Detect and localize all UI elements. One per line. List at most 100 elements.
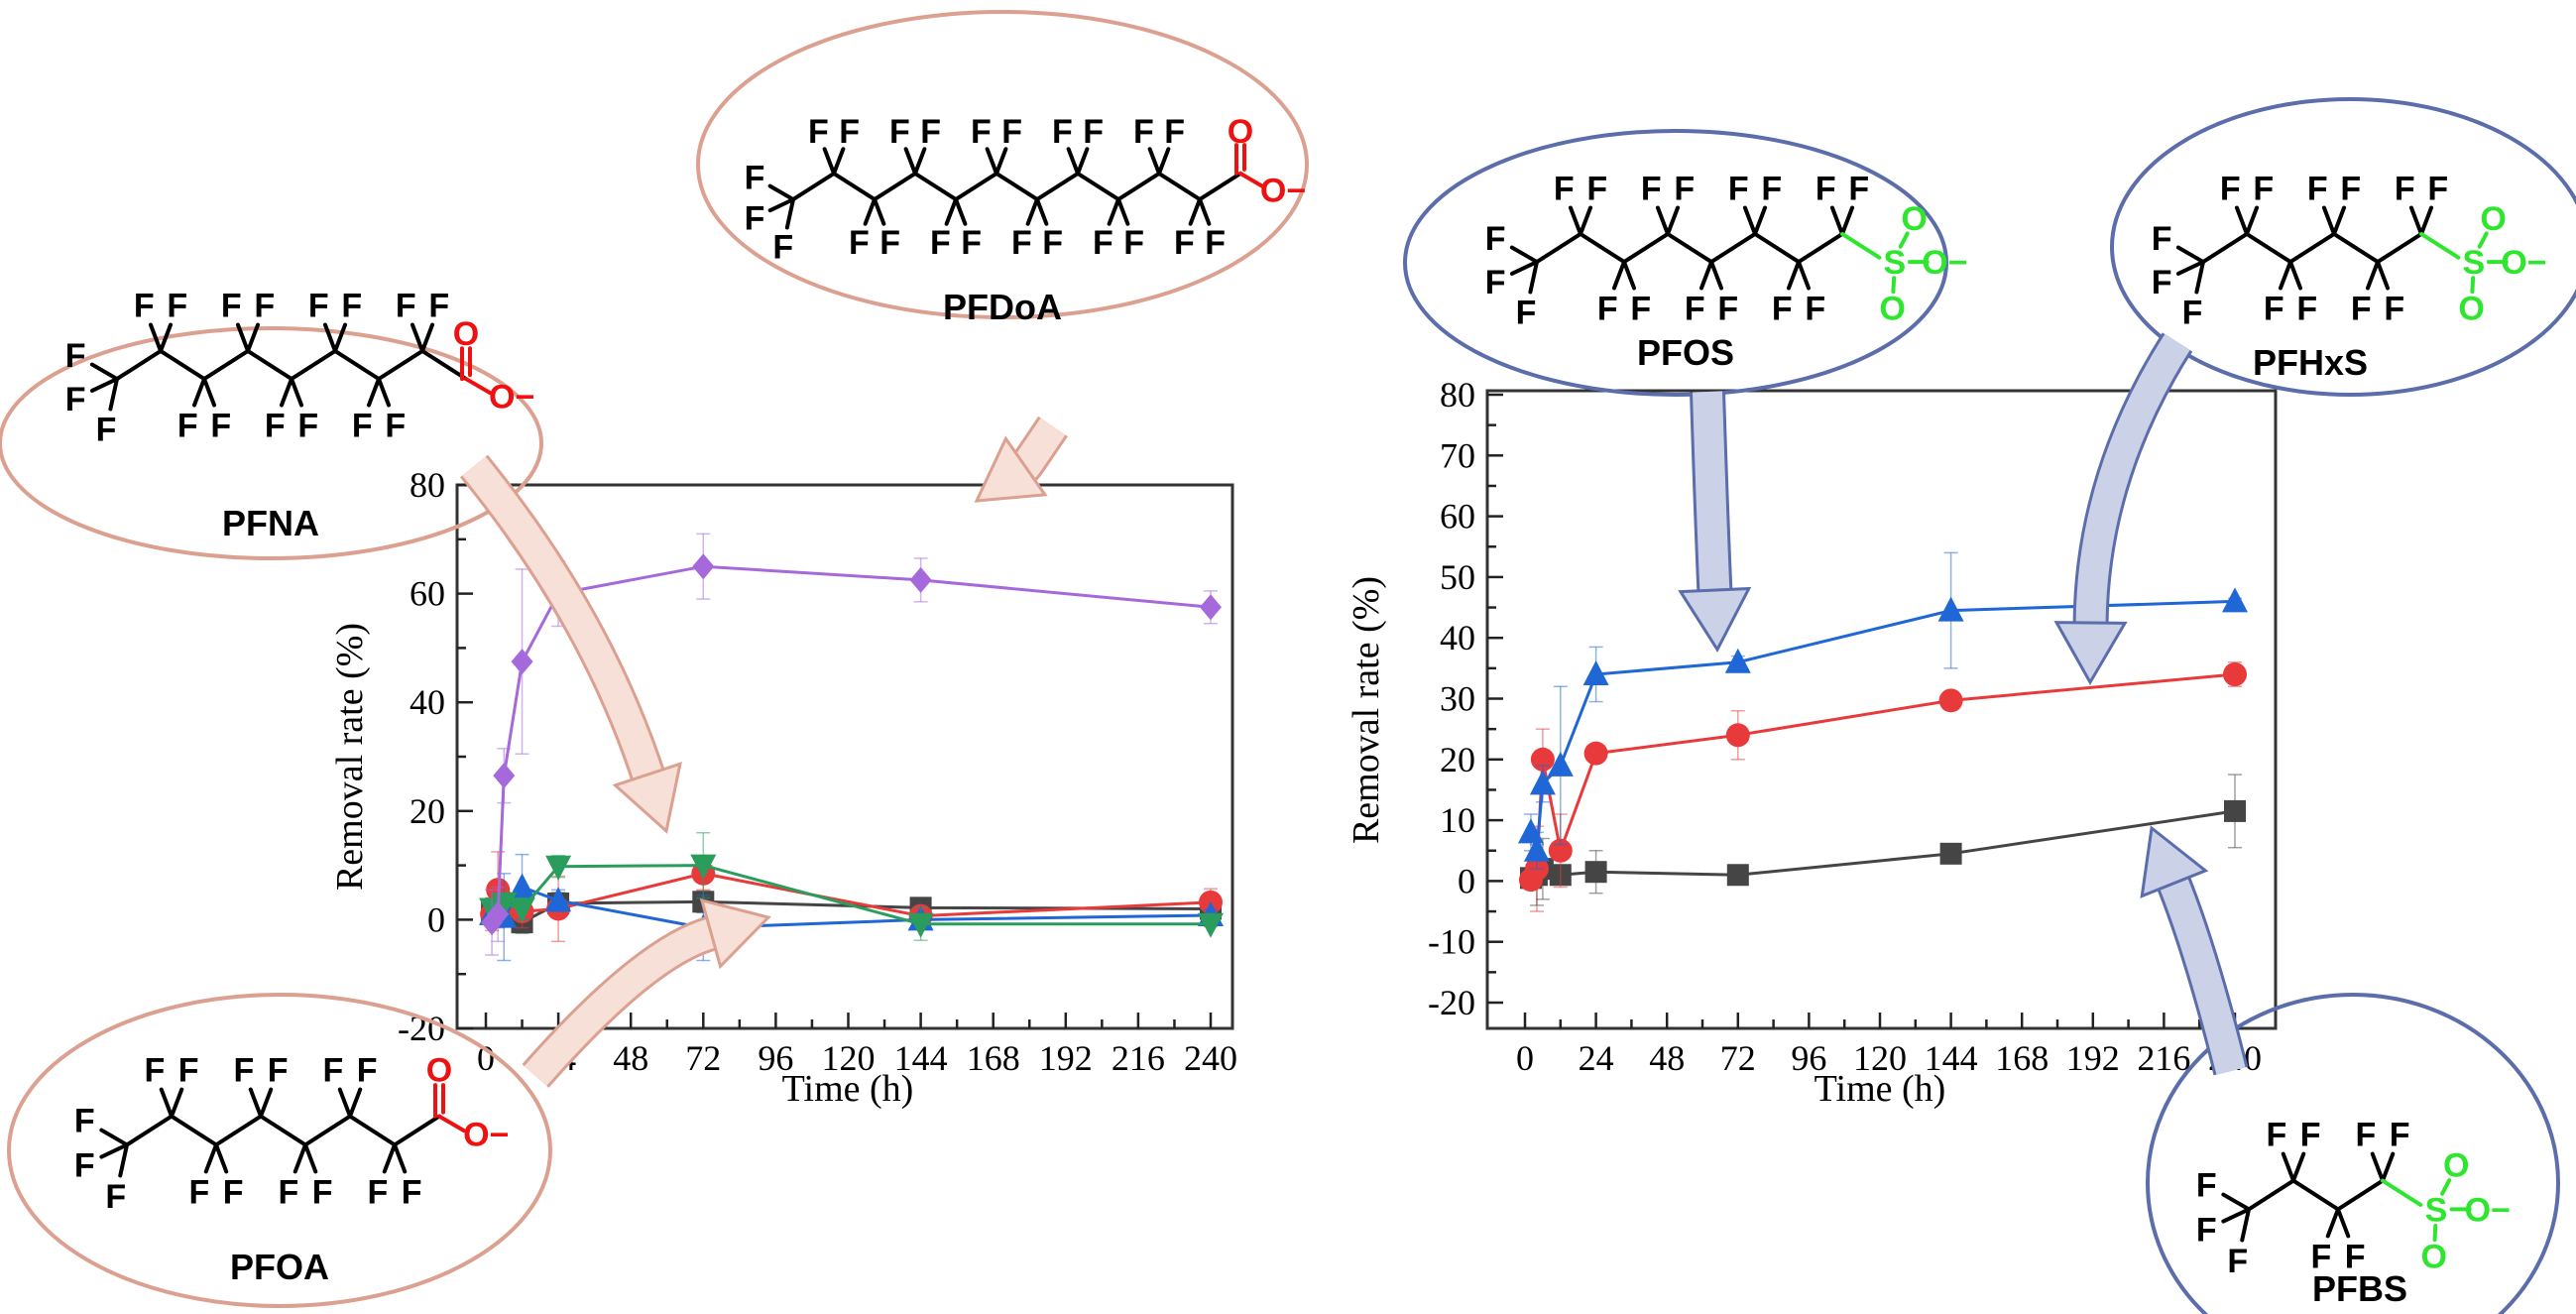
carbon-bond [420,348,468,382]
data-point-diamond [487,900,510,927]
fluorine-atom: F [808,113,829,151]
data-point-triangle-up [1529,770,1556,795]
data-point-diamond [493,763,516,789]
arrow-shaft [462,456,662,779]
x-tick-label: 168 [1995,1038,2049,1078]
data-point-diamond [1200,594,1222,621]
data-point-circle [1583,741,1608,766]
x-tick-label: 144 [1925,1038,1978,1078]
cf-bond [202,377,217,408]
fluorine-atom: F [1554,171,1575,208]
cf-bond [322,322,337,353]
fluorine-atom: F [2267,1116,2287,1153]
fluorine-atom: F [2395,171,2415,208]
cf-bond [2240,1207,2251,1243]
oxygen-anion: O− [489,379,534,417]
molecule-name: PFHxS [2253,342,2368,383]
x-tick-label: 120 [1853,1038,1907,1078]
carbon-bond [393,1114,441,1147]
fluorine-atom: F [105,1178,126,1216]
fluorine-atom: F [223,1174,244,1212]
fluorine-atom: F [134,288,155,325]
cf-bond [2175,245,2205,265]
cf-bond [303,1142,318,1174]
cf-bond [99,1128,129,1147]
fluorine-atom: F [889,113,910,151]
cf-bond [1742,205,1757,236]
oxygen-atom: O [1901,200,1927,238]
cf-bond [1076,147,1090,176]
arrow-shaft [1693,391,1730,591]
fluorine-atom: F [2311,1239,2332,1276]
oxygen-anion: O− [1260,172,1306,209]
fluorine-atom: F [1485,220,1506,258]
cf-bond [420,322,435,353]
x-tick-label: 240 [1184,1038,1237,1078]
fluorine-atom: F [234,1051,255,1089]
oxygen-atom: O [2443,1146,2469,1184]
fluorine-atom: F [265,407,286,444]
fluorine-atom: F [2152,220,2172,258]
molecule-name: PFOA [230,1247,329,1287]
cf-bond [191,377,206,408]
arrow-head [612,761,682,834]
cf-bond [822,147,836,176]
arrow-head [1678,586,1752,654]
data-point-triangle-up [545,887,572,912]
x-tick-label: 168 [967,1038,1020,1078]
series-pfos [1517,551,2248,870]
data-point-square [2224,799,2246,822]
molecule-bubble [696,10,1309,319]
fluorine-atom: F [189,1174,210,1212]
data-point-triangle-up [1582,659,1609,685]
cf-bond [784,197,795,230]
oxygen-atom: O [2480,200,2506,238]
arrow-pfna [460,454,682,834]
y-tick-label: 40 [1440,618,1475,657]
y-tick-label: 60 [1440,497,1475,537]
carbon-bond [2336,1178,2385,1212]
fluorine-atom: F [2220,171,2241,208]
fluorine-atom: F [297,407,318,444]
so-bond [2440,1178,2452,1196]
cf-bond [2365,260,2380,291]
carbon-bond [290,348,337,382]
cf-bond [1622,260,1637,291]
data-point-triangle-up [1724,648,1751,673]
x-tick-label: 192 [2066,1038,2120,1078]
cf-bond [159,1087,174,1119]
fluorine-atom: F [65,337,86,375]
fluorine-atom: F [1815,171,1836,208]
fluorine-atom: F [1133,113,1154,151]
cf-bond [2291,1151,2306,1183]
y-tick-label: 70 [1440,435,1475,475]
molecule-name: PFDoA [943,287,1062,327]
cf-bond [1035,197,1049,226]
carbon-bond [1666,231,1713,265]
fluorine-atom: F [2152,264,2172,301]
cf-bond [118,1142,129,1178]
fluorine-atom: F [385,407,406,444]
fluorine-atom: F [745,160,765,197]
carbon-bond [159,348,206,382]
fluorine-atom: F [1093,224,1113,262]
fluorine-atom: F [1630,290,1651,327]
cf-bond [1568,205,1582,236]
cf-bond [1655,205,1670,236]
cf-bond [333,322,348,353]
cf-bond [89,377,119,393]
carbon-bond [2291,1178,2340,1212]
cf-bond [873,197,886,226]
left-plot-frame [455,483,1234,1030]
left-chart: Time (h) Removal rate (%) 0 24 48 72 96 120 14… [329,465,1237,1110]
cf-bond [89,362,119,382]
fluorine-atom: F [254,288,275,325]
fluorine-atom: F [2351,290,2372,327]
cf-bond [377,377,392,408]
arrow-head [974,435,1048,503]
cf-bond [1709,260,1724,291]
fluorine-atom: F [1586,171,1607,208]
left-y-axis-title: Removal rate (%) [329,623,371,891]
